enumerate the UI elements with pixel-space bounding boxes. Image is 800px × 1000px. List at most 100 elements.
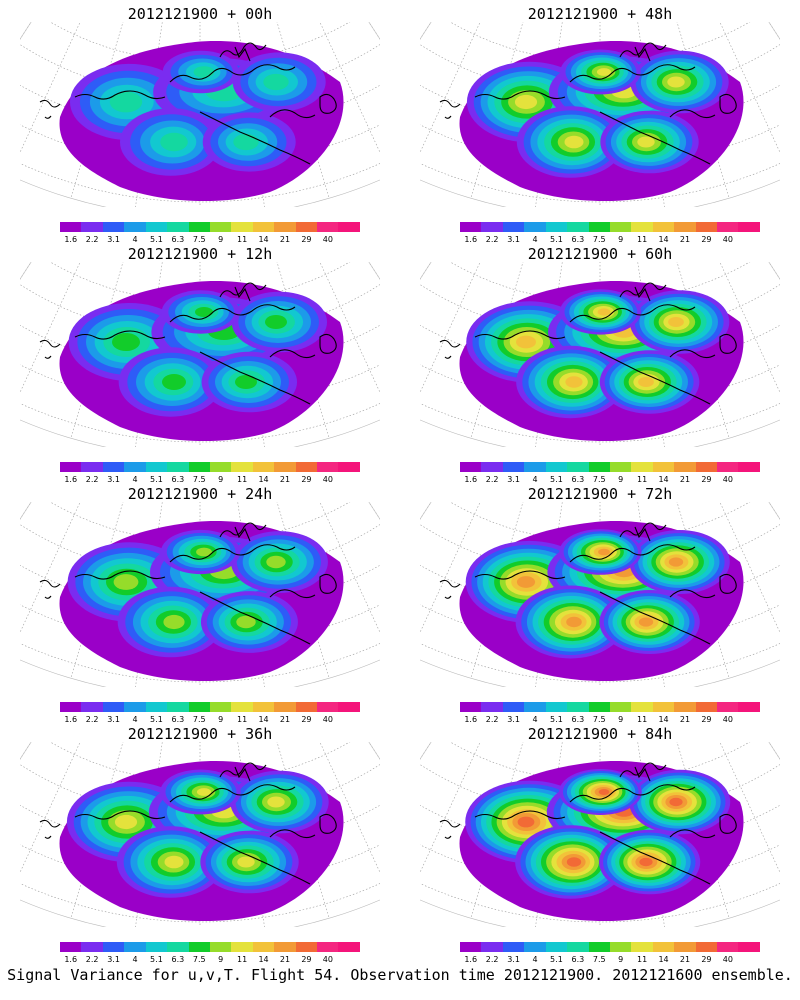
colorbar-segment	[588, 462, 610, 472]
colorbar-segment	[231, 942, 253, 952]
map-boundary	[20, 22, 380, 207]
colorbar-segment	[295, 702, 318, 712]
colorbar-label: 2.2	[85, 715, 99, 724]
colorbar-segment	[481, 222, 503, 232]
colorbar-label: 6.3	[571, 475, 585, 484]
colorbar-labels: 1.6 2.2 3.1 4 5.1 6.3 7.5 9 11 14 21 29 40	[60, 475, 360, 485]
colorbar-segment	[167, 462, 189, 472]
colorbar-label: 4	[132, 955, 138, 964]
colorbar-label: 29	[301, 715, 312, 724]
colorbar-label: 1.6	[464, 715, 478, 724]
variance-field	[59, 41, 344, 202]
colorbar-label: 5.1	[550, 475, 563, 484]
panel-title: 2012121900 + 12h	[127, 245, 273, 263]
colorbar-label: 5.1	[150, 955, 163, 964]
coastlines	[439, 762, 737, 885]
colorbar-label: 9	[218, 235, 224, 244]
colorbar-label: 14	[658, 715, 669, 724]
colorbar-label: 40	[722, 475, 733, 484]
colorbar-segment	[545, 222, 568, 232]
colorbar-label: 9	[218, 715, 224, 724]
colorbar-label: 21	[679, 715, 691, 724]
colorbar-label: 11	[637, 235, 648, 244]
map-boundary	[20, 742, 380, 927]
colorbar-segment	[124, 462, 146, 472]
colorbar-segment	[317, 462, 339, 472]
variance-field	[459, 521, 744, 682]
colorbar-label: 7.5	[192, 955, 206, 964]
colorbar-label: 6.3	[171, 235, 185, 244]
colorbar-segment	[295, 222, 318, 232]
colorbar-segment	[545, 462, 568, 472]
colorbar-segment	[652, 702, 675, 712]
colorbar-label: 3.1	[507, 955, 520, 964]
colorbar-segment	[609, 462, 632, 472]
panel-title: 2012121900 + 72h	[527, 485, 673, 503]
colorbar-segment	[674, 462, 696, 472]
colorbar-label: 4	[132, 235, 138, 244]
colorbar-label: 2.2	[85, 235, 99, 244]
colorbar-label: 29	[301, 955, 312, 964]
colorbar-label: 4	[132, 475, 138, 484]
colorbar-label: 11	[637, 475, 648, 484]
colorbar	[60, 702, 360, 712]
colorbar-segment	[524, 222, 546, 232]
colorbar-label: 7.5	[592, 715, 606, 724]
colorbar-label: 9	[218, 955, 224, 964]
colorbar-label: 1.6	[464, 475, 478, 484]
colorbar-segment	[295, 942, 318, 952]
colorbar-segment	[338, 942, 360, 952]
colorbar-segment	[274, 462, 296, 472]
colorbar-label: 3.1	[107, 955, 120, 964]
panel-title: 2012121900 + 60h	[527, 245, 673, 263]
colorbar-labels: 1.6 2.2 3.1 4 5.1 6.3 7.5 9 11 14 21 29 40	[460, 715, 760, 725]
colorbar-segment	[252, 462, 275, 472]
colorbar-segment	[524, 702, 546, 712]
colorbar-segment	[231, 222, 253, 232]
colorbar-label: 29	[701, 475, 712, 484]
colorbar-segment	[295, 462, 318, 472]
colorbar-label: 6.3	[171, 715, 185, 724]
colorbar-label: 5.1	[150, 715, 163, 724]
colorbar-segment	[124, 702, 146, 712]
variance-field	[59, 521, 344, 682]
variance-field	[459, 761, 744, 922]
colorbar-segment	[481, 462, 503, 472]
colorbar-segment	[81, 462, 103, 472]
colorbar-label: 3.1	[507, 475, 520, 484]
colorbar-segment	[738, 702, 760, 712]
colorbar-label: 7.5	[592, 475, 606, 484]
variance-map	[420, 502, 780, 687]
colorbar-label: 40	[322, 955, 333, 964]
colorbar-segment	[252, 702, 275, 712]
figure-caption: Signal Variance for u,v,T. Flight 54. Ob…	[7, 966, 793, 984]
colorbar-segment	[674, 222, 696, 232]
map-panel: 2012121900 + 84h 1.6 2.2 3.1 4 5.1 6.3 7.5 9 11 14…	[410, 720, 790, 964]
map-boundary	[420, 502, 780, 687]
colorbar-segment	[460, 942, 482, 952]
colorbar-labels: 1.6 2.2 3.1 4 5.1 6.3 7.5 9 11 14 21 29 40	[460, 955, 760, 965]
colorbar-segment	[145, 462, 168, 472]
colorbar-label: 29	[701, 235, 712, 244]
colorbar-segment	[567, 702, 589, 712]
colorbar-label: 9	[618, 475, 624, 484]
colorbar-label: 6.3	[171, 475, 185, 484]
colorbar-label: 1.6	[64, 475, 78, 484]
colorbar-segment	[188, 942, 210, 952]
colorbar-label: 5.1	[550, 715, 563, 724]
colorbar-segment	[124, 942, 146, 952]
colorbar-segment	[460, 702, 482, 712]
coastlines	[439, 282, 737, 405]
colorbar-segment	[317, 702, 339, 712]
map-panel: 2012121900 + 36h 1.6 2.2 3.1 4 5.1 6.3 7.5 9 11 14…	[10, 720, 390, 964]
variance-field	[459, 281, 744, 442]
colorbar-segment	[338, 462, 360, 472]
colorbar-segment	[274, 942, 296, 952]
colorbar-label: 40	[322, 235, 333, 244]
colorbar-segment	[588, 222, 610, 232]
colorbar-label: 11	[237, 235, 248, 244]
colorbar-label: 7.5	[592, 955, 606, 964]
colorbar-label: 5.1	[550, 955, 563, 964]
colorbar-segment	[145, 942, 168, 952]
variance-map	[20, 502, 380, 687]
